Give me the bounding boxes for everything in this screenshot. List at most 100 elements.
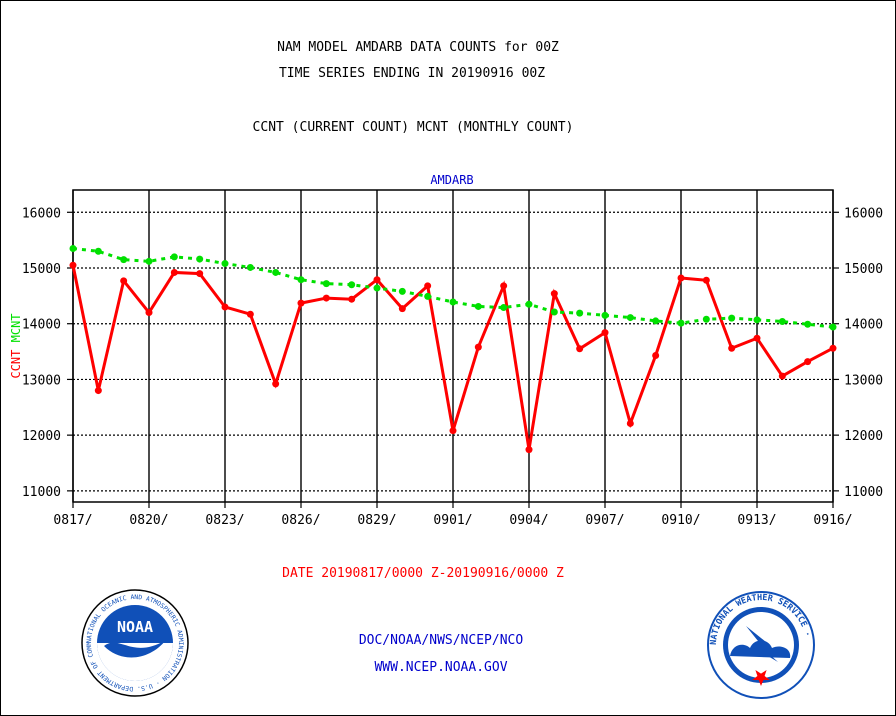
data-point-mcnt — [221, 260, 229, 268]
data-point-ccnt — [449, 427, 457, 435]
data-point-mcnt — [601, 311, 609, 319]
data-point-ccnt — [322, 294, 330, 302]
y-tick-label-left: 14000 — [22, 318, 61, 333]
data-point-mcnt — [196, 255, 204, 263]
y-tick-label-left: 13000 — [22, 373, 61, 388]
x-tick-label: 0901/ — [433, 513, 472, 528]
data-point-mcnt — [525, 300, 533, 308]
data-point-ccnt — [297, 299, 305, 307]
data-point-mcnt — [272, 268, 280, 276]
data-point-mcnt — [626, 314, 634, 322]
data-point-ccnt — [753, 334, 761, 342]
x-tick-label: 0826/ — [281, 513, 320, 528]
series-ccnt — [69, 261, 837, 454]
x-tick-label: 0907/ — [585, 513, 624, 528]
data-point-ccnt — [576, 345, 584, 353]
data-point-mcnt — [398, 287, 406, 295]
y-tick-label-right: 14000 — [844, 318, 883, 333]
y-axis-label: CCNT MCNT — [9, 313, 23, 378]
data-point-mcnt — [804, 320, 812, 328]
data-point-ccnt — [170, 268, 178, 276]
y-tick-label-left: 12000 — [22, 429, 61, 444]
data-point-mcnt — [550, 308, 558, 316]
data-point-ccnt — [829, 344, 837, 352]
y-axis-label-ccnt: CCNT — [9, 350, 23, 379]
data-point-mcnt — [246, 263, 254, 271]
org-label: DOC/NOAA/NWS/NCEP/NCO — [358, 633, 524, 648]
y-tick-label-right: 11000 — [844, 485, 883, 500]
data-point-ccnt — [525, 446, 533, 454]
x-tick-label: 0817/ — [53, 513, 92, 528]
x-tick-label: 0910/ — [661, 513, 700, 528]
data-point-mcnt — [829, 323, 837, 331]
date-range-label: DATE 20190817/0000 Z-20190916/0000 Z — [282, 566, 564, 581]
data-point-mcnt — [474, 302, 482, 310]
data-point-mcnt — [778, 317, 786, 325]
data-point-ccnt — [550, 290, 558, 298]
data-point-mcnt — [322, 280, 330, 288]
data-point-mcnt — [677, 319, 685, 327]
data-point-ccnt — [373, 276, 381, 284]
y-tick-label-left: 11000 — [22, 485, 61, 500]
data-point-ccnt — [246, 310, 254, 318]
data-point-mcnt — [652, 317, 660, 325]
data-point-mcnt — [373, 284, 381, 292]
data-point-mcnt — [424, 292, 432, 300]
data-point-ccnt — [601, 329, 609, 337]
noaa-logo: NOAA NATIONAL OCEANIC AND ATMOSPHERIC AD… — [80, 588, 189, 697]
data-point-ccnt — [424, 282, 432, 290]
plot-title: AMDARB — [430, 173, 473, 187]
chart-title-line-1: NAM MODEL AMDARB DATA COUNTS for 00Z — [277, 40, 559, 55]
y-tick-label-right: 15000 — [844, 262, 883, 277]
chart-title-line-2: TIME SERIES ENDING IN 20190916 00Z — [278, 66, 546, 81]
series-mcnt — [69, 245, 837, 331]
data-point-ccnt — [145, 309, 153, 317]
data-point-mcnt — [449, 298, 457, 306]
data-point-mcnt — [702, 315, 710, 323]
data-point-mcnt — [170, 253, 178, 261]
data-point-mcnt — [348, 281, 356, 289]
data-point-ccnt — [626, 419, 634, 427]
data-point-mcnt — [576, 309, 584, 317]
data-point-ccnt — [196, 270, 204, 278]
y-tick-label-right: 13000 — [844, 373, 883, 388]
data-point-ccnt — [728, 344, 736, 352]
data-point-mcnt — [728, 314, 736, 322]
data-point-mcnt — [753, 316, 761, 324]
website-link[interactable]: WWW.NCEP.NOAA.GOV — [374, 660, 508, 675]
data-point-ccnt — [500, 282, 508, 290]
data-point-ccnt — [804, 358, 812, 366]
y-tick-label-right: 16000 — [844, 206, 883, 221]
data-point-mcnt — [500, 304, 508, 312]
noaa-logo-text: NOAA — [117, 618, 153, 636]
data-point-ccnt — [677, 274, 685, 282]
data-point-ccnt — [348, 295, 356, 303]
data-point-ccnt — [120, 277, 128, 285]
y-tick-label-right: 12000 — [844, 429, 883, 444]
data-point-mcnt — [145, 257, 153, 265]
x-tick-label: 0916/ — [813, 513, 852, 528]
nws-logo: NATIONAL WEATHER SERVICE · — [707, 591, 815, 699]
chart-title-line-3: CCNT (CURRENT COUNT) MCNT (MONTHLY COUNT… — [252, 120, 574, 135]
data-point-ccnt — [94, 387, 102, 395]
y-tick-label-left: 16000 — [22, 206, 61, 221]
data-point-ccnt — [652, 351, 660, 359]
x-tick-label: 0904/ — [509, 513, 548, 528]
y-tick-label-left: 15000 — [22, 262, 61, 277]
data-point-ccnt — [702, 276, 710, 284]
data-point-ccnt — [474, 343, 482, 351]
x-tick-label: 0820/ — [129, 513, 168, 528]
y-axis-label-mcnt: MCNT — [9, 313, 23, 349]
data-point-ccnt — [69, 261, 77, 269]
data-point-ccnt — [398, 305, 406, 313]
x-tick-label: 0829/ — [357, 513, 396, 528]
data-point-ccnt — [272, 380, 280, 388]
data-point-ccnt — [778, 372, 786, 380]
data-point-mcnt — [120, 256, 128, 264]
x-tick-label: 0823/ — [205, 513, 244, 528]
data-point-mcnt — [94, 247, 102, 255]
data-point-mcnt — [69, 245, 77, 252]
data-point-mcnt — [297, 276, 305, 284]
x-tick-label: 0913/ — [737, 513, 776, 528]
